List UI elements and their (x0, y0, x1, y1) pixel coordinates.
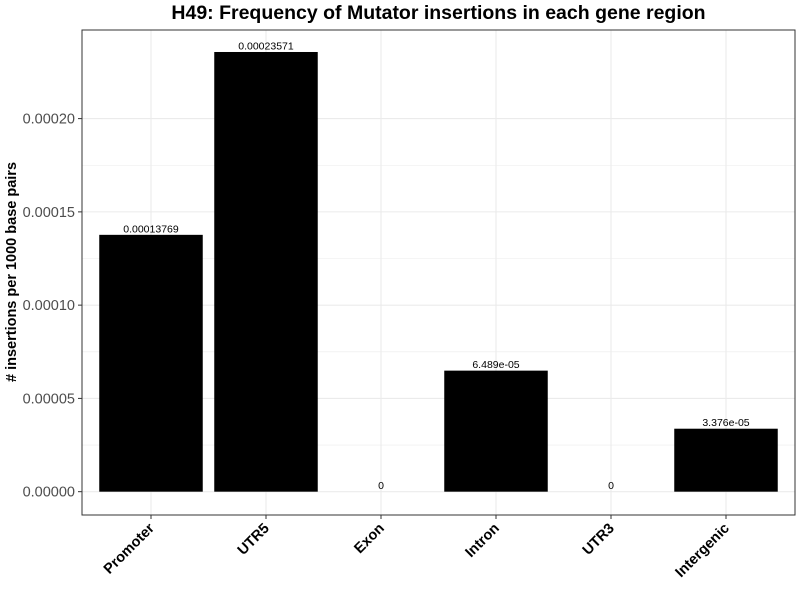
x-tick-label-exon: Exon (351, 521, 387, 557)
y-tick-label: 0.00015 (23, 205, 75, 221)
x-axis-ticks: Promoter UTR5 Exon Intron UTR3 Intergenic (101, 515, 733, 581)
x-tick-label-promoter: Promoter (101, 520, 158, 577)
y-tick-label: 0.00010 (23, 298, 75, 314)
chart-title: H49: Frequency of Mutator insertions in … (171, 2, 706, 24)
bar-intergenic (674, 428, 778, 492)
y-tick-label: 0.00005 (23, 391, 75, 407)
bar-value-label: 3.376e-05 (702, 417, 749, 429)
x-tick-label-utr5: UTR5 (235, 521, 273, 559)
x-tick-label-intron: Intron (462, 521, 502, 561)
bars (99, 51, 778, 492)
bar-utr5 (214, 51, 318, 492)
bar-intron (444, 370, 548, 492)
x-tick-label-intergenic: Intergenic (673, 521, 733, 581)
y-tick-label: 0.00020 (23, 112, 75, 128)
x-tick-label-utr3: UTR3 (580, 521, 618, 559)
y-axis-ticks: 0.00000 0.00005 0.00010 0.00015 0.00020 (23, 112, 82, 501)
panel-border (81, 29, 796, 516)
bar-promoter (99, 234, 203, 492)
bar-value-label: 0 (378, 480, 384, 492)
bar-value-label: 0.00023571 (238, 40, 294, 52)
bar-value-labels: 0.00013769 0.00023571 0 6.489e-05 0 3.376e-05 (123, 40, 750, 492)
bar-value-label: 0 (608, 480, 614, 492)
bar-value-label: 0.00013769 (123, 223, 179, 235)
bar-value-label: 6.489e-05 (472, 359, 519, 371)
y-tick-label: 0.00000 (23, 485, 75, 501)
